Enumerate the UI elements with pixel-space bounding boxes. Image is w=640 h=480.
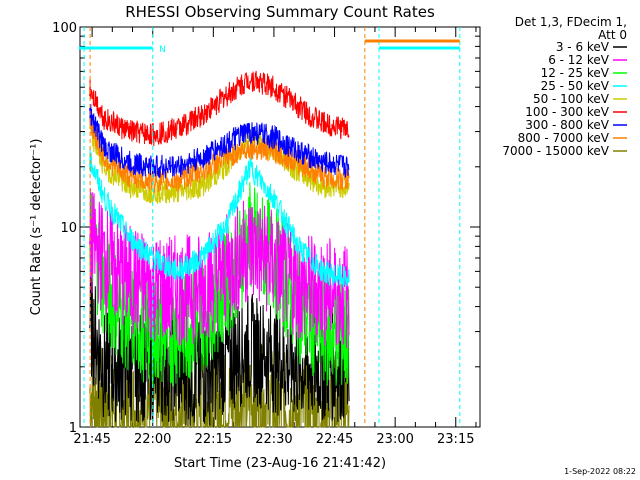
x-tick-label: 22:00	[134, 432, 171, 447]
legend-entry-label: 6 - 12 keV	[548, 53, 610, 67]
observing-markers: N	[78, 27, 461, 427]
legend-entry-label: 25 - 50 keV	[541, 79, 610, 93]
x-axis-label: Start Time (23-Aug-16 21:41:42)	[174, 456, 386, 471]
series-line	[89, 70, 350, 147]
legend-entry-label: 50 - 100 keV	[533, 92, 610, 106]
footer-date: 1-Sep-2022 08:22	[564, 467, 636, 476]
series-line	[89, 104, 350, 179]
axes-ticks: 1 10 100 21:45 22:00 22:15 22:30 22:45 23:00 23:1…	[52, 21, 480, 447]
series-line	[89, 188, 350, 349]
chart-title: RHESSI Observing Summary Count Rates	[125, 3, 435, 21]
x-tick-label: 23:00	[376, 432, 413, 447]
y-axis-label: Count Rate (s⁻¹ detector⁻¹)	[29, 139, 44, 316]
legend-entry-label: 7000 - 15000 keV	[502, 144, 609, 158]
legend-header-line: Det 1,3, FDecim 1,	[515, 15, 627, 29]
x-tick-label: 22:30	[255, 432, 292, 447]
legend-entry-label: 100 - 300 keV	[525, 105, 609, 119]
legend-entry-label: 12 - 25 keV	[541, 66, 610, 80]
legend-entry-label: 800 - 7000 keV	[518, 131, 610, 145]
x-tick-label: 22:45	[316, 432, 353, 447]
y-tick-label: 10	[60, 221, 77, 236]
legend-header-line: Att 0	[598, 28, 627, 42]
legend-entry-label: 300 - 800 keV	[525, 118, 609, 132]
y-tick-label: 1	[69, 421, 77, 436]
x-tick-label: 22:15	[195, 432, 232, 447]
data-series	[89, 70, 350, 428]
legend-entry-label: 3 - 6 keV	[556, 40, 610, 54]
x-tick-label: 23:15	[437, 432, 474, 447]
x-tick-label: 21:45	[73, 432, 110, 447]
series-line	[89, 147, 350, 288]
y-tick-label: 100	[52, 21, 77, 36]
flag-label-n: N	[159, 45, 166, 55]
